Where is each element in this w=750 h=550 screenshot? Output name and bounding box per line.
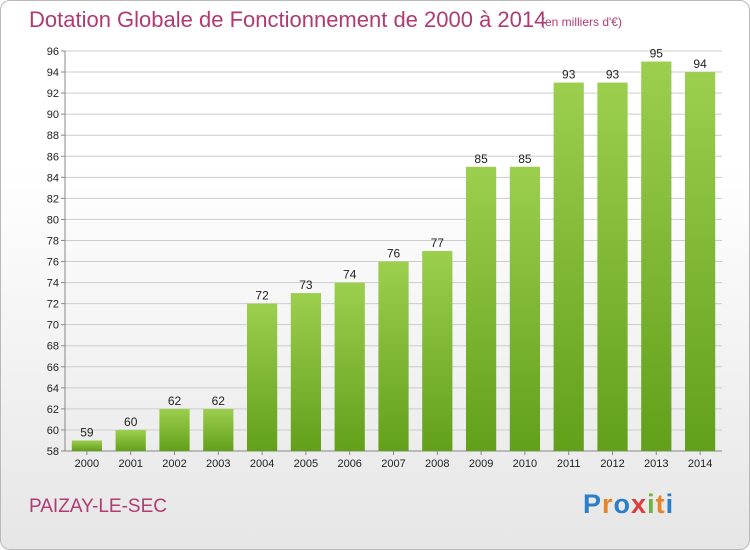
y-tick-label: 60 — [47, 425, 59, 437]
bar-value-label: 59 — [80, 425, 94, 439]
logo-letter: r — [602, 489, 614, 519]
x-tick-label: 2004 — [250, 458, 274, 470]
y-tick-label: 94 — [47, 67, 59, 79]
y-tick-label: 86 — [47, 151, 59, 163]
bar[interactable] — [246, 303, 278, 451]
bar-value-label: 72 — [255, 289, 269, 303]
y-tick-label: 76 — [47, 257, 59, 269]
bar-value-label: 94 — [693, 57, 707, 71]
bar-value-label: 95 — [650, 47, 664, 61]
x-tick-label: 2005 — [294, 458, 318, 470]
bar-value-label: 60 — [124, 415, 138, 429]
bar[interactable] — [641, 61, 672, 452]
chart-title: Dotation Globale de Fonctionnement de 20… — [29, 7, 547, 32]
y-tick-label: 80 — [47, 214, 59, 226]
logo-letter: o — [613, 489, 632, 519]
y-tick-label: 84 — [47, 172, 59, 184]
y-tick-label: 96 — [47, 46, 59, 58]
y-tick-label: 78 — [47, 235, 59, 247]
labels: 58 60 62 64 66 68 70 72 74 76 78 80 82 84 86 88 90 92 94 96… — [47, 46, 713, 470]
bar-value-label: 76 — [387, 247, 401, 261]
bar[interactable] — [378, 261, 409, 451]
chart-subtitle: (en milliers d'€) — [541, 15, 622, 29]
bar[interactable] — [422, 251, 453, 451]
y-tick-label: 58 — [47, 446, 59, 458]
bar[interactable] — [684, 72, 716, 451]
bar-value-label: 74 — [343, 268, 357, 282]
y-tick-label: 92 — [47, 88, 59, 100]
logo-letter: P — [583, 489, 603, 519]
x-tick-label: 2014 — [688, 458, 712, 470]
bar-value-label: 62 — [168, 394, 182, 408]
bar[interactable] — [597, 82, 628, 451]
bar[interactable] — [465, 166, 497, 451]
proxiti-logo[interactable]: Proxiti — [583, 489, 674, 520]
y-tick-label: 68 — [47, 341, 59, 353]
logo-letter: x — [631, 489, 648, 519]
bar-value-label: 85 — [518, 152, 532, 166]
bar[interactable] — [203, 408, 234, 451]
y-tick-label: 72 — [47, 299, 59, 311]
y-tick-label: 88 — [47, 130, 59, 142]
logo-letter: i — [665, 489, 675, 519]
bar[interactable] — [159, 408, 190, 451]
bar[interactable] — [71, 440, 103, 451]
x-tick-label: 2007 — [381, 458, 405, 470]
bar-value-label: 85 — [474, 152, 488, 166]
bar[interactable] — [509, 166, 541, 451]
y-tick-label: 62 — [47, 404, 59, 416]
y-tick-label: 74 — [47, 278, 59, 290]
bar-value-label: 62 — [212, 394, 226, 408]
bar[interactable] — [290, 293, 322, 451]
x-tick-label: 2008 — [425, 458, 449, 470]
bars — [71, 61, 716, 452]
y-tick-label: 66 — [47, 362, 59, 374]
x-tick-label: 2010 — [513, 458, 537, 470]
bar-value-label: 93 — [562, 68, 576, 82]
x-tick-label: 2012 — [600, 458, 624, 470]
x-tick-label: 2001 — [118, 458, 142, 470]
logo-letter: t — [655, 489, 666, 519]
y-tick-label: 70 — [47, 320, 59, 332]
x-tick-label: 2002 — [162, 458, 186, 470]
x-tick-label: 2006 — [337, 458, 361, 470]
x-tick-label: 2003 — [206, 458, 230, 470]
bar-value-label: 93 — [606, 68, 620, 82]
bar[interactable] — [334, 282, 365, 451]
commune-name: PAIZAY-LE-SEC — [29, 496, 167, 517]
x-tick-label: 2009 — [469, 458, 493, 470]
y-tick-label: 64 — [47, 383, 59, 395]
bar-value-label: 73 — [299, 278, 313, 292]
x-tick-label: 2000 — [75, 458, 99, 470]
bar[interactable] — [553, 82, 584, 451]
y-tick-label: 90 — [47, 109, 59, 121]
x-tick-label: 2013 — [644, 458, 668, 470]
x-tick-label: 2011 — [557, 458, 581, 470]
y-tick-label: 82 — [47, 193, 59, 205]
bar[interactable] — [115, 429, 146, 451]
bar-value-label: 77 — [431, 236, 445, 250]
logo-letter: i — [647, 489, 656, 519]
